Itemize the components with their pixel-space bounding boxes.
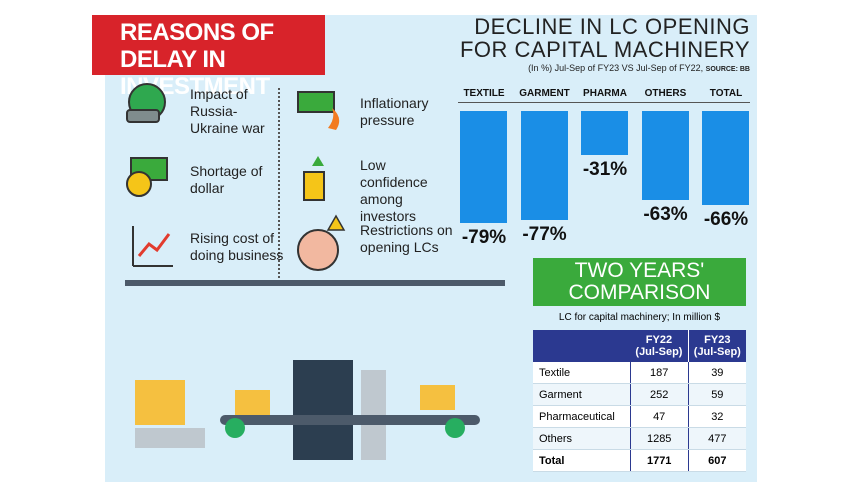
column-sub: (Jul-Sep)	[635, 346, 683, 358]
table-cell: 607	[687, 449, 746, 472]
reason-label: Rising cost of doing business	[190, 230, 284, 263]
table-cell: 32	[687, 405, 746, 428]
table-cell: Others	[533, 427, 631, 450]
table-cell: 1285	[629, 427, 689, 450]
value-label: -77%	[522, 224, 567, 246]
column-header: FY23 (Jul-Sep)	[687, 330, 746, 362]
column-title: FY22	[645, 334, 673, 346]
chart-subtitle: (In %) Jul-Sep of FY23 VS Jul-Sep of FY2…	[528, 63, 750, 73]
table-cell: 477	[687, 427, 746, 450]
table-row: Garment 252 59	[533, 383, 746, 406]
chart-title: DECLINE IN LC OPENING FOR CAPITAL MACHIN…	[459, 14, 750, 62]
category-rule	[458, 102, 750, 103]
column-header: FY22 (Jul-Sep)	[630, 330, 689, 362]
divider	[278, 88, 280, 278]
category-label: TOTAL	[709, 88, 743, 99]
table-cell: Pharmaceutical	[533, 405, 631, 428]
table-cell: 1771	[629, 449, 689, 472]
reason-label: Restrictions on opening LCs	[360, 222, 453, 255]
header-blank	[533, 330, 631, 362]
comparison-title: TWO YEARS' COMPARISON	[533, 258, 746, 306]
comparison-table: FY22 (Jul-Sep) FY23 (Jul-Sep) Textile 187 39 G…	[533, 330, 746, 472]
comparison-subtitle: LC for capital machinery; In million $	[558, 312, 721, 323]
bar	[581, 111, 628, 156]
column-title: FY23	[704, 334, 731, 346]
column-sub: (Jul-Sep)	[693, 346, 741, 358]
table-cell: Total	[533, 449, 631, 472]
bar	[520, 111, 568, 221]
table-cell: 47	[629, 405, 689, 428]
table-cell: 39	[687, 362, 746, 384]
reason-label: Impact of Russia-Ukraine war	[190, 86, 265, 136]
bar	[702, 111, 749, 205]
table-cell: Garment	[533, 383, 631, 406]
table-header: FY22 (Jul-Sep) FY23 (Jul-Sep)	[533, 330, 746, 362]
table-cell: 59	[687, 383, 746, 406]
category-label: PHARMA	[583, 88, 627, 99]
subtitle-text: (In %) Jul-Sep of FY23 VS Jul-Sep of FY2…	[528, 63, 704, 73]
table-row: Others 1285 477	[533, 427, 746, 450]
table-body: Textile 187 39 Garment 252 59 Pharmaceutical 47…	[533, 362, 746, 472]
table-cell: 252	[629, 383, 689, 406]
value-label: -79%	[461, 227, 507, 249]
reason-label: Shortage of dollar	[190, 163, 263, 196]
header-title: REASONS OF DELAY IN INVESTMENT	[92, 15, 325, 100]
bar	[641, 111, 689, 201]
value-label: -66%	[703, 208, 749, 230]
reason-icons	[126, 83, 173, 267]
table-row: Textile 187 39	[533, 362, 746, 384]
source: SOURCE: BB	[705, 66, 750, 73]
category-label: GARMENT	[519, 88, 570, 99]
value-label: -31%	[582, 159, 628, 181]
table-cell: Textile	[533, 362, 631, 384]
reason-label: Inflationary pressure	[360, 95, 429, 128]
category-label: TEXTILE	[463, 88, 505, 99]
value-label: -63%	[643, 204, 688, 226]
reason-icons-right	[297, 91, 346, 271]
table-row: Pharmaceutical 47 32	[533, 405, 746, 428]
reason-label: Low confidence among investors	[360, 157, 428, 224]
category-label: OTHERS	[644, 88, 687, 99]
table-row: Total 1771 607	[533, 449, 746, 472]
bar	[460, 111, 507, 224]
table-cell: 187	[629, 362, 689, 384]
factory-illustration	[125, 280, 505, 460]
